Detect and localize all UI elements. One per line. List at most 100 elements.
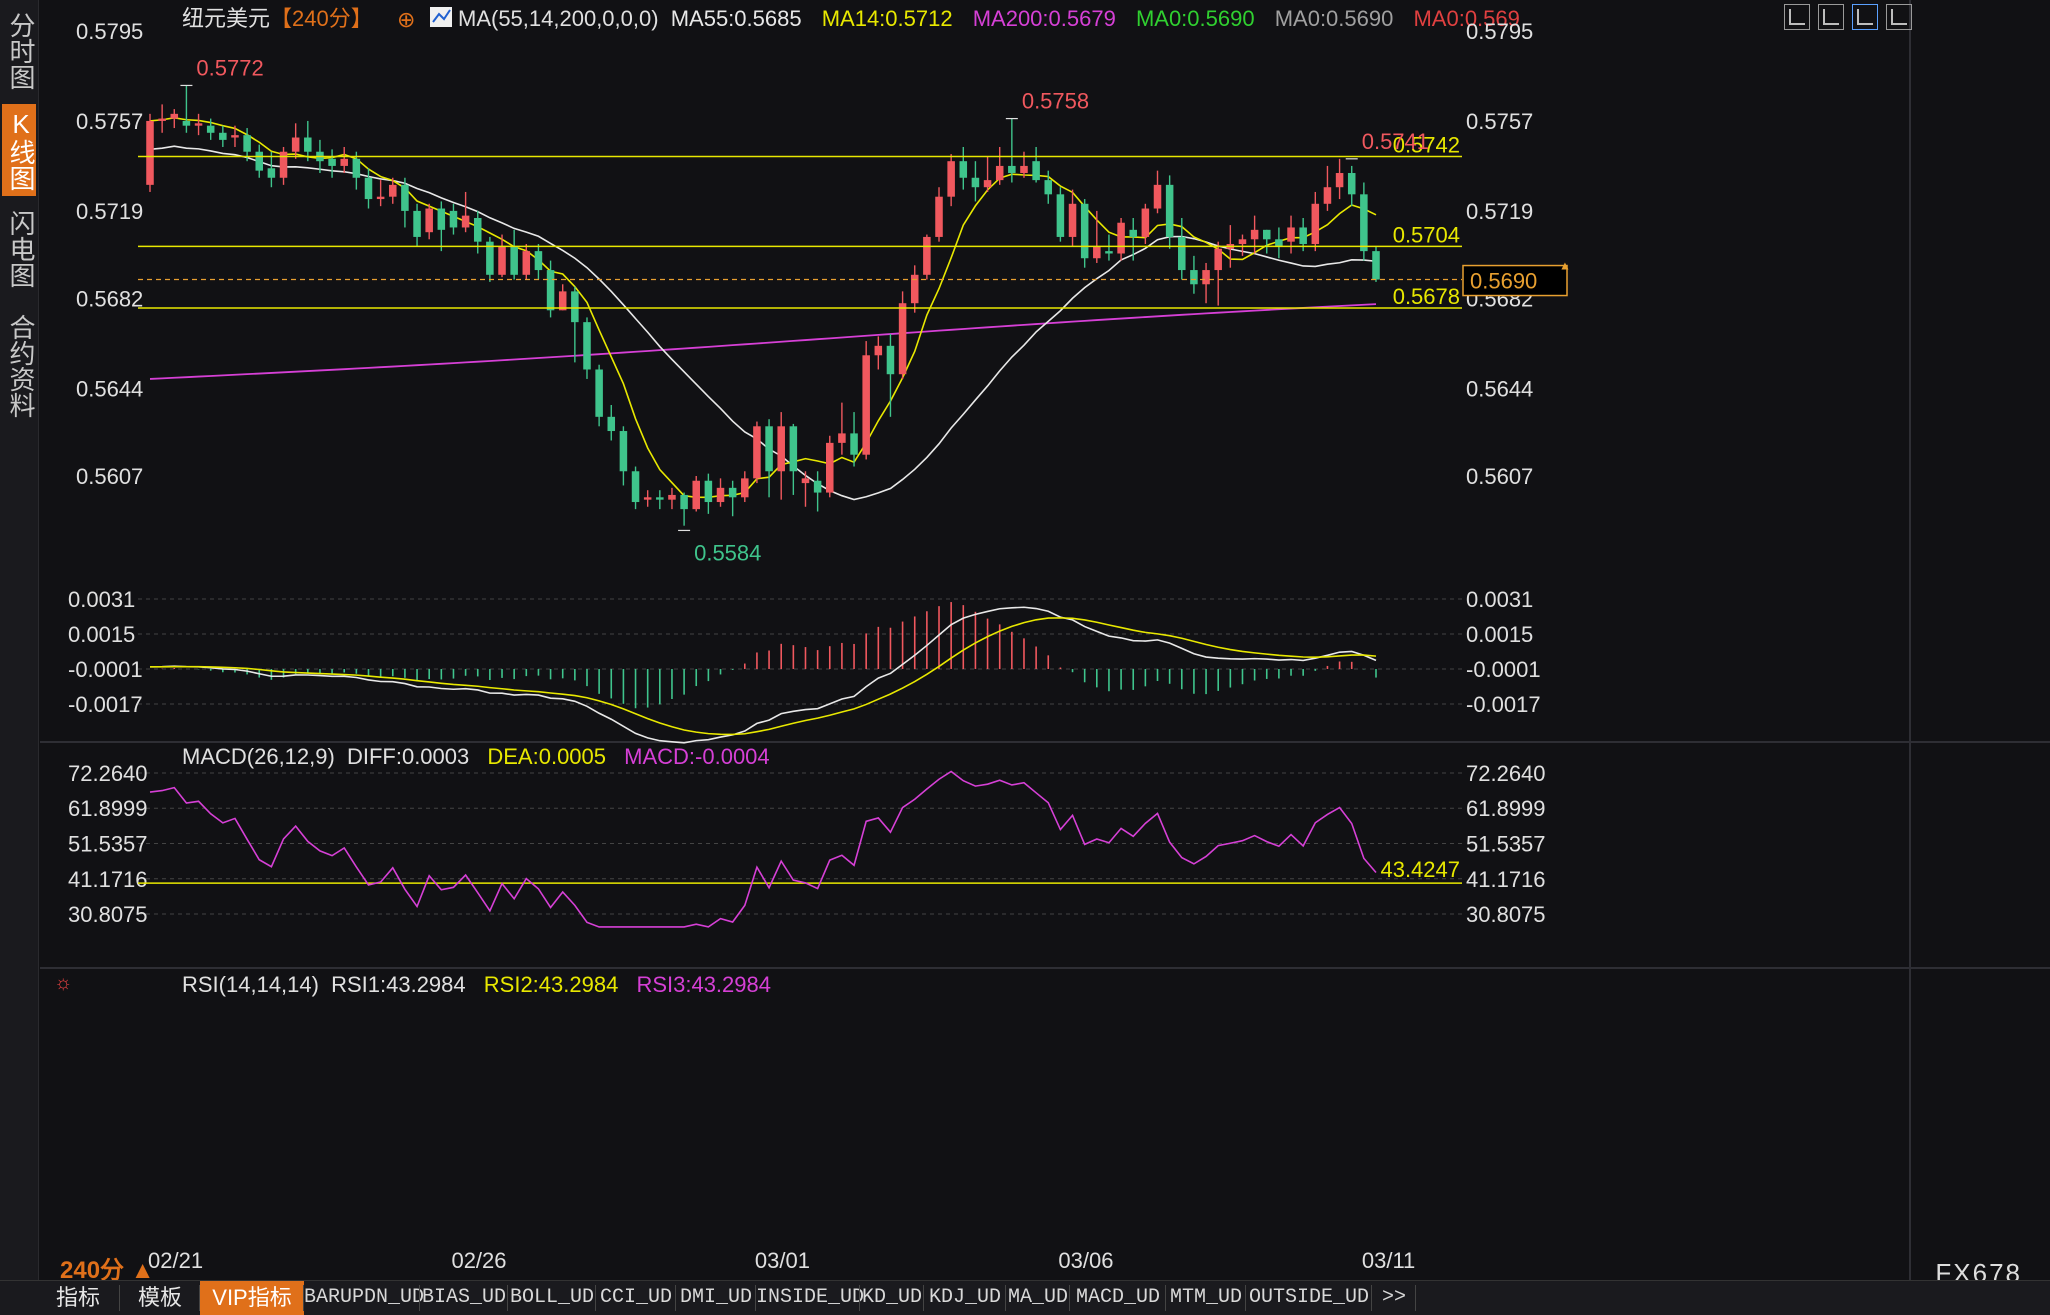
ma-indicator-icon-glyph <box>432 9 451 23</box>
indicator-tab[interactable]: BOLL_UD <box>509 1286 594 1309</box>
macd-tick-left: -0.0001 <box>68 657 143 682</box>
indicator-tab[interactable]: INSIDE_UD <box>756 1286 865 1309</box>
price-annotations: 0.5742 0.5704 0.5678 0.5690 ▲ 0.5772 0.5758 0.5… <box>138 55 1571 565</box>
indicator-tab[interactable]: BIAS_UD <box>421 1286 506 1309</box>
price-tick-right: 0.5644 <box>1466 376 1533 401</box>
indicator-tab[interactable]: OUTSIDE_UD <box>1248 1286 1370 1309</box>
candle-down <box>571 291 579 323</box>
tab-separator <box>1245 1285 1246 1311</box>
chart-canvas[interactable]: 纽元美元【240分】 ⊕ MA(55,14,200,0,0,0) MA55:0.… <box>40 0 2050 1280</box>
candle-up <box>935 196 943 237</box>
indicator-tab[interactable]: DMI_UD <box>679 1286 752 1309</box>
candle-down <box>1299 227 1307 245</box>
candle-up <box>498 246 506 275</box>
candle-up <box>1238 239 1247 245</box>
indicator-tab[interactable]: 模板 <box>137 1285 182 1310</box>
candle-up <box>923 236 931 275</box>
candle-down <box>765 426 773 472</box>
window-mode-icon[interactable] <box>1886 4 1912 30</box>
candle-up <box>1335 173 1344 188</box>
level-line-label: 0.5678 <box>1393 284 1460 309</box>
rsi-tick-left: 61.8999 <box>68 796 148 821</box>
level-line-label: 0.5704 <box>1393 222 1460 247</box>
indicator-tab[interactable]: 指标 <box>55 1285 100 1310</box>
candle-down <box>789 426 798 472</box>
indicator-tab[interactable]: VIP指标 <box>200 1281 304 1315</box>
candle-up <box>825 442 834 493</box>
ma0-c-value: MA0:0.569 <box>1413 6 1519 31</box>
macd-diff: DIFF:0.0003 <box>347 744 469 769</box>
candle-down <box>656 497 664 500</box>
rsi-tick-left: 41.1716 <box>68 867 148 892</box>
tab-timeshare[interactable]: 分时图 <box>6 12 36 90</box>
header-legend: 纽元美元【240分】 <box>182 6 373 31</box>
candle-up <box>1141 208 1150 237</box>
candle-up <box>1068 203 1077 237</box>
tab-separator <box>923 1285 924 1311</box>
zoom-icon[interactable] <box>1852 4 1878 30</box>
macd-value: MACD:-0.0004 <box>624 744 770 769</box>
period-label: 240分 <box>60 1257 125 1284</box>
tab-kline[interactable]: K线图 <box>2 104 36 196</box>
rsi-tick-right: 30.8075 <box>1466 902 1546 927</box>
indicator-tab[interactable]: CCI_UD <box>599 1286 672 1309</box>
price-tick-right: 0.5795 <box>1466 19 1533 44</box>
rsi-tick-right: 72.2640 <box>1466 761 1546 786</box>
rsi-line <box>149 770 1377 928</box>
candle-up <box>461 215 470 228</box>
indicator-tab[interactable]: MTM_UD <box>1169 1286 1242 1309</box>
current-price-box <box>1462 264 1568 297</box>
candle-down <box>401 184 409 211</box>
indicator-tab[interactable]: MA_UD <box>1007 1286 1068 1309</box>
rsi-tick-left: 51.5357 <box>68 832 148 857</box>
macd-tick-left: 0.0031 <box>68 587 135 612</box>
price-tick-left: 0.5719 <box>76 199 143 224</box>
current-price-label: 0.5690 <box>1470 269 1537 294</box>
extreme-price-label: 0.5772 <box>196 55 263 80</box>
price-tick-left: 0.5607 <box>76 464 143 489</box>
rsi-plot <box>149 770 1377 928</box>
candle-down <box>1165 184 1174 237</box>
view-tabs: 分时图 K线图 闪电图 合约资料 <box>0 0 39 1280</box>
candle-down <box>583 322 591 370</box>
tab-flash[interactable]: 闪电图 <box>6 210 36 288</box>
candle-up <box>1214 248 1222 271</box>
tab-contract-info[interactable]: 合约资料 <box>6 314 36 418</box>
ma0-a-value: MA0:0.5690 <box>1136 6 1255 31</box>
candle-down <box>328 158 336 166</box>
candle-up <box>522 251 531 275</box>
candle-up <box>170 113 179 119</box>
price-grid: 0.5795 0.5795 0.5757 0.5757 0.5719 0.5719 0.56… <box>76 19 1533 489</box>
candle-down <box>449 210 458 228</box>
indicator-tab[interactable]: KDJ_UD <box>928 1286 1001 1309</box>
rsi2-value: RSI2:43.2984 <box>484 972 619 997</box>
candle-down <box>1275 239 1283 247</box>
candle-up <box>643 497 652 500</box>
indicator-tab[interactable]: KD_UD <box>861 1286 922 1309</box>
tab-separator <box>1371 1285 1372 1311</box>
tab-separator <box>1005 1285 1006 1311</box>
bar-mode-icon[interactable] <box>1818 4 1844 30</box>
candlesticks <box>146 85 1380 526</box>
candle-down <box>607 416 616 432</box>
rsi-level-label: 43.4247 <box>1380 857 1460 882</box>
candle-up <box>983 180 992 188</box>
ma200-value: MA200:0.5679 <box>973 6 1116 31</box>
rsi-settings-icon[interactable]: ☼ <box>54 972 72 994</box>
crosshair-icon[interactable] <box>1784 4 1810 30</box>
period-selector[interactable]: 240分 ▲ <box>60 1250 154 1285</box>
candle-down <box>1372 251 1380 280</box>
add-indicator-icon[interactable]: ⊕ <box>397 7 415 32</box>
date-tick: 03/06 <box>1058 1248 1113 1273</box>
candle-down <box>595 369 603 417</box>
candle-down <box>219 132 227 140</box>
tab-separator <box>1165 1285 1166 1311</box>
indicator-tab[interactable]: BARUPDN_UD <box>304 1286 425 1309</box>
tab-separator <box>1069 1285 1070 1311</box>
indicator-tab[interactable]: MACD_UD <box>1075 1286 1160 1309</box>
rsi1-value: RSI1:43.2984 <box>331 972 466 997</box>
ma14-value: MA14:0.5712 <box>822 6 953 31</box>
macd-dea-line <box>149 617 1377 736</box>
indicator-tab[interactable]: >> <box>1381 1286 1406 1309</box>
macd-diff-line <box>149 606 1377 744</box>
